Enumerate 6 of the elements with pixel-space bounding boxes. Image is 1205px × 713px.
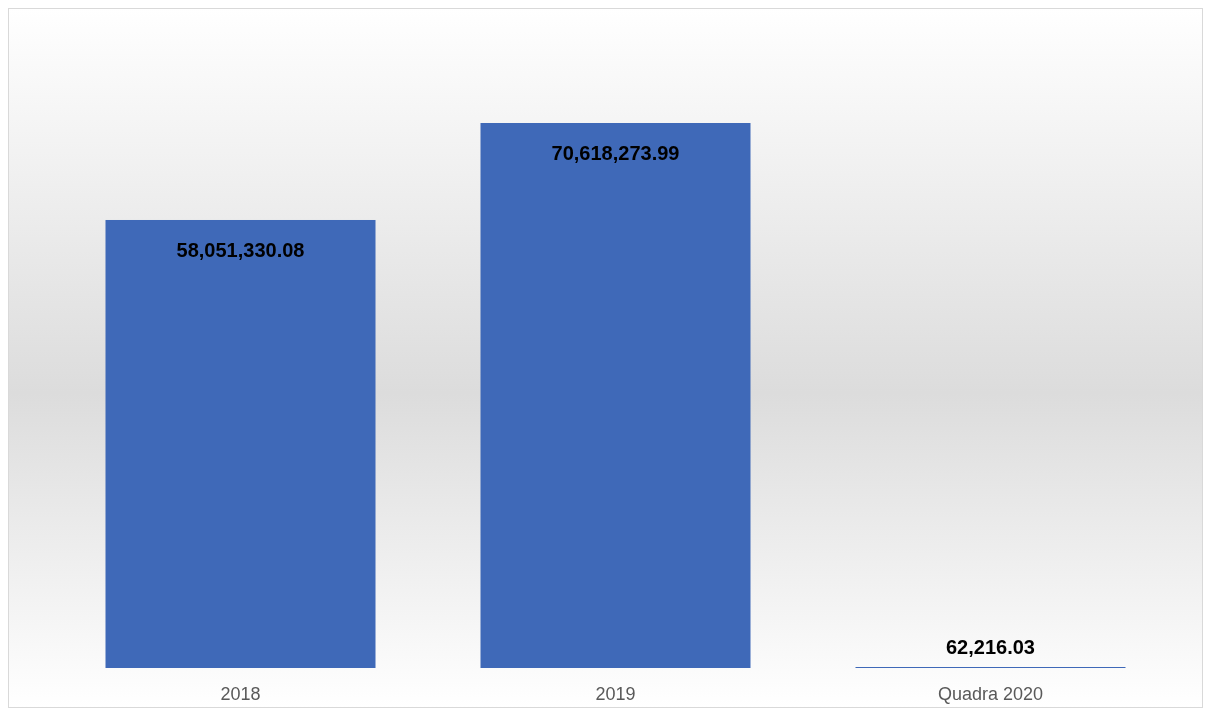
data-label: 70,618,273.99 [551,142,680,164]
x-tick-label: 2018 [220,684,261,704]
data-label: 62,216.03 [946,635,1035,658]
data-label: 58,051,330.08 [176,238,305,261]
x-tick-label: Quadra 2020 [937,684,1044,704]
x-tick-label: 2019 [595,684,636,704]
